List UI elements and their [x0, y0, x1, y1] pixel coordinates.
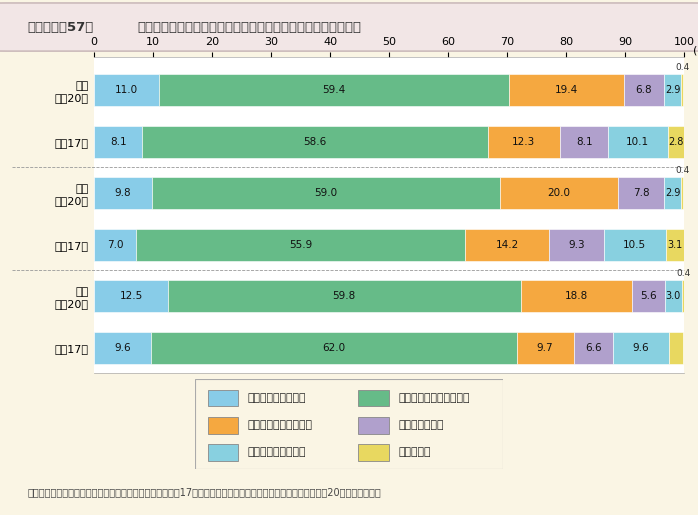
Bar — [560, 126, 608, 158]
Bar — [521, 280, 632, 312]
Bar — [159, 74, 510, 106]
Text: 積極的に参加したい: 積極的に参加したい — [248, 393, 306, 403]
Bar — [488, 126, 560, 158]
Bar — [681, 177, 683, 209]
Bar — [681, 74, 683, 106]
Text: わからない: わからない — [398, 448, 431, 457]
Text: 3.0: 3.0 — [666, 291, 681, 301]
Bar — [666, 229, 684, 261]
Bar — [135, 229, 466, 261]
Text: 6.8: 6.8 — [636, 85, 652, 95]
Text: 2.9: 2.9 — [665, 85, 681, 95]
Bar — [208, 444, 239, 460]
Text: 55.9: 55.9 — [289, 239, 312, 250]
Bar — [358, 390, 389, 406]
Bar — [94, 74, 159, 106]
Bar — [669, 332, 683, 364]
Bar — [208, 417, 239, 434]
Bar — [510, 74, 624, 106]
Text: 12.3: 12.3 — [512, 136, 535, 147]
Text: 9.8: 9.8 — [114, 188, 131, 198]
Text: 59.4: 59.4 — [322, 85, 346, 95]
Bar — [664, 74, 681, 106]
Text: 19.4: 19.4 — [555, 85, 578, 95]
Bar — [208, 390, 239, 406]
Text: 5.6: 5.6 — [640, 291, 656, 301]
Text: 第１－特－57図: 第１－特－57図 — [27, 21, 94, 33]
Text: （備考）内閣府「地域再生に関する特別世論調査」（平成17年）及び「地方再生に関する特別世論調査」（平成20年）より作成。: （備考）内閣府「地域再生に関する特別世論調査」（平成17年）及び「地方再生に関す… — [27, 487, 381, 497]
Bar — [94, 229, 135, 261]
Bar — [613, 332, 669, 364]
Text: 62.0: 62.0 — [322, 342, 346, 353]
Text: 59.0: 59.0 — [315, 188, 338, 198]
Bar — [358, 444, 389, 460]
Text: 9.6: 9.6 — [632, 342, 649, 353]
Text: 7.0: 7.0 — [107, 239, 123, 250]
Text: 機会があれば参加したい: 機会があれば参加したい — [398, 393, 470, 403]
Text: 14.2: 14.2 — [496, 239, 519, 250]
Bar — [604, 229, 666, 261]
Text: 7.8: 7.8 — [632, 188, 649, 198]
Bar — [667, 126, 684, 158]
Text: 3.1: 3.1 — [667, 239, 683, 250]
Bar — [682, 280, 685, 312]
Text: 20.0: 20.0 — [547, 188, 570, 198]
FancyBboxPatch shape — [0, 3, 698, 51]
Text: 8.1: 8.1 — [110, 136, 126, 147]
Bar — [632, 280, 664, 312]
Bar — [664, 280, 682, 312]
Bar — [549, 229, 604, 261]
Text: どちらともいえない: どちらともいえない — [248, 448, 306, 457]
Bar — [168, 280, 521, 312]
Bar — [624, 74, 664, 106]
Text: あまり参加したくない: あまり参加したくない — [248, 420, 313, 431]
Text: 2.8: 2.8 — [668, 136, 683, 147]
Bar — [517, 332, 574, 364]
Text: 11.0: 11.0 — [115, 85, 138, 95]
Bar — [94, 280, 168, 312]
Text: 59.8: 59.8 — [333, 291, 356, 301]
Bar — [142, 126, 488, 158]
Text: 12.5: 12.5 — [119, 291, 142, 301]
Text: 9.6: 9.6 — [114, 342, 131, 353]
Bar — [358, 417, 389, 434]
Text: 0.4: 0.4 — [675, 63, 690, 72]
Bar — [664, 177, 681, 209]
Bar — [94, 332, 151, 364]
Text: 6.6: 6.6 — [585, 342, 602, 353]
Text: 10.1: 10.1 — [626, 136, 649, 147]
Bar — [94, 126, 142, 158]
Bar — [94, 177, 152, 209]
Bar — [574, 332, 613, 364]
Text: 0.4: 0.4 — [676, 269, 690, 278]
Bar — [152, 177, 500, 209]
Text: 参加したくない: 参加したくない — [398, 420, 444, 431]
Text: 18.8: 18.8 — [565, 291, 588, 301]
Text: 2.9: 2.9 — [665, 188, 681, 198]
Text: (%): (%) — [693, 46, 698, 56]
Bar — [466, 229, 549, 261]
Bar — [151, 332, 517, 364]
Text: 8.1: 8.1 — [576, 136, 593, 147]
Text: 10.5: 10.5 — [623, 239, 646, 250]
Bar — [500, 177, 618, 209]
Bar — [618, 177, 664, 209]
Text: 地域が元気になるための活動に参加したいと思うか（性別）: 地域が元気になるための活動に参加したいと思うか（性別） — [137, 21, 361, 33]
Text: 9.7: 9.7 — [537, 342, 554, 353]
Bar — [608, 126, 667, 158]
Text: 9.3: 9.3 — [568, 239, 585, 250]
Text: 0.4: 0.4 — [675, 166, 690, 175]
Text: 58.6: 58.6 — [303, 136, 327, 147]
